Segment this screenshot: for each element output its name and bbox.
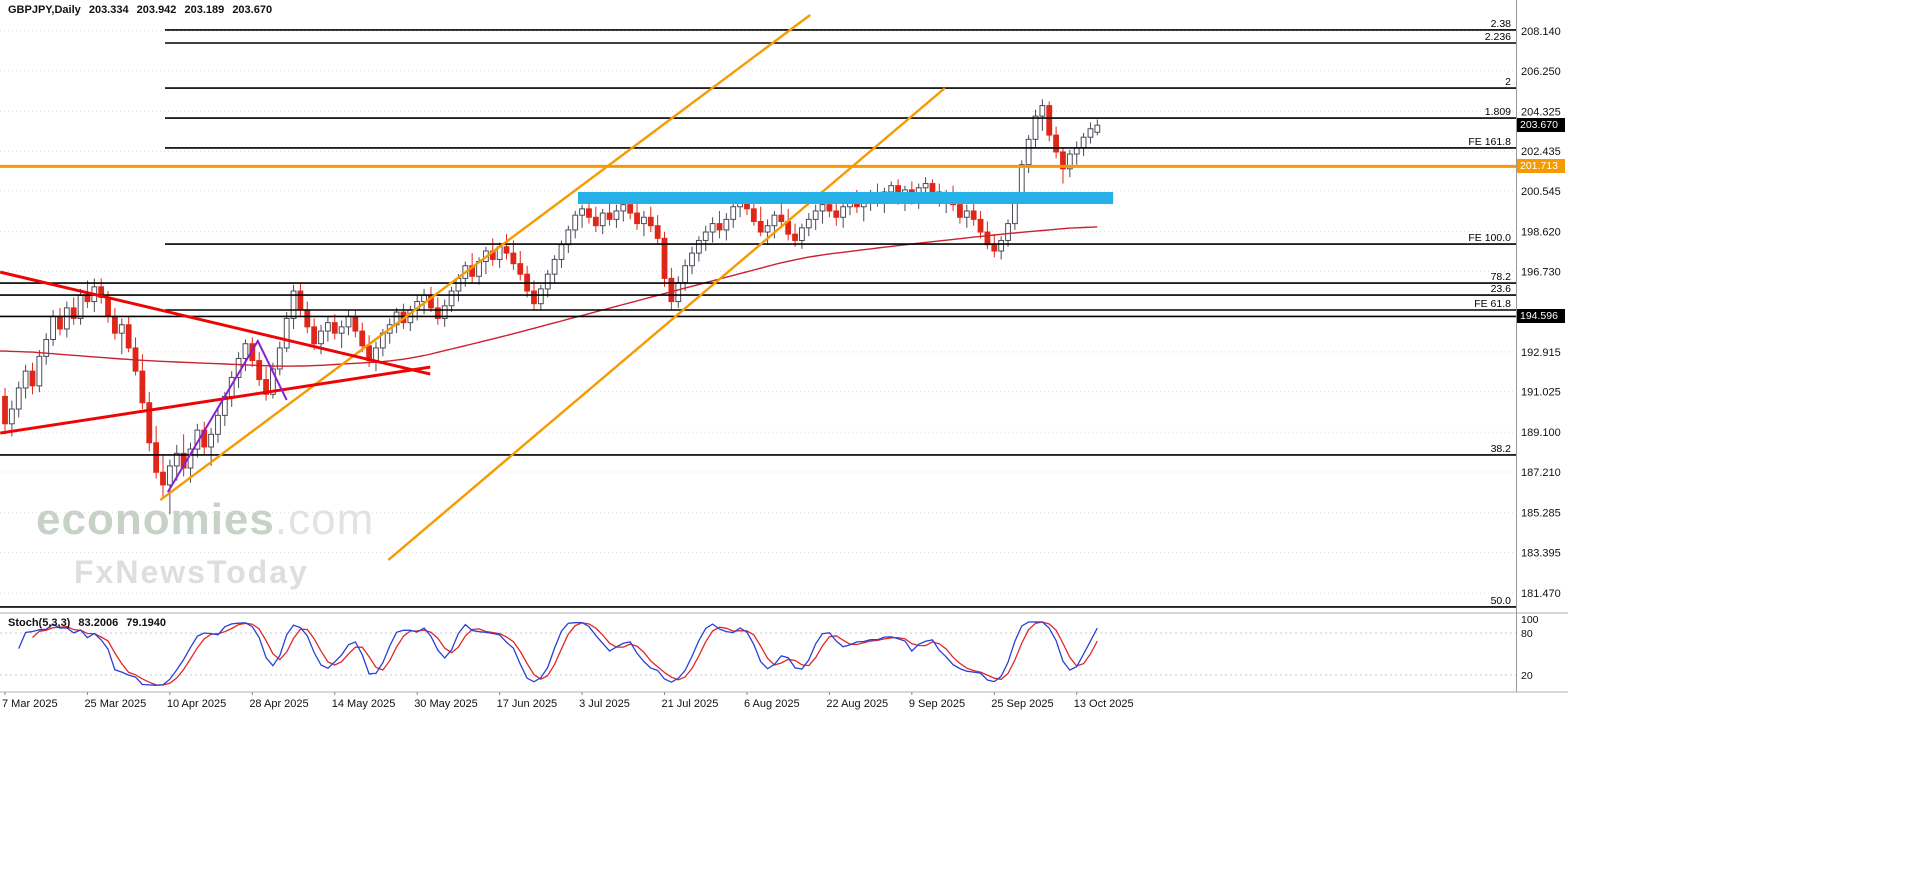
svg-text:204.325: 204.325 [1521,106,1561,118]
svg-text:10 Apr 2025: 10 Apr 2025 [167,698,226,710]
watermark-domain-suffix: .com [274,495,375,544]
svg-text:78.2: 78.2 [1491,271,1512,283]
svg-text:23.6: 23.6 [1491,283,1512,295]
svg-text:2.38: 2.38 [1491,18,1512,30]
close-value: 203.670 [232,4,273,16]
open-value: 203.334 [88,4,129,16]
svg-text:3 Jul 2025: 3 Jul 2025 [579,698,630,710]
svg-text:200.545: 200.545 [1521,186,1561,198]
watermark-fxnewstoday: FxNewsToday [74,554,309,590]
svg-text:2.236: 2.236 [1485,31,1511,43]
stoch-signal-line [32,621,1098,686]
svg-text:17 Jun 2025: 17 Jun 2025 [497,698,558,710]
svg-text:208.140: 208.140 [1521,26,1561,38]
high-value: 203.942 [136,4,177,16]
svg-text:183.395: 183.395 [1521,547,1561,559]
watermark-brand-text: economies [36,495,275,544]
svg-text:100: 100 [1521,614,1539,626]
price-grid [0,30,1516,594]
level-price-marker: 194.596 [1517,309,1565,323]
triangle-upper-line [0,270,431,376]
current-price-marker: 203.670 [1517,118,1565,132]
candles-layer [2,99,1101,515]
svg-text:206.250: 206.250 [1521,66,1561,78]
svg-text:2: 2 [1505,76,1511,88]
stoch-indicator-label: Stoch(5,3,3) 83.2006 79.1940 [8,617,166,629]
ascending-channel-line-2 [387,87,946,561]
svg-text:14 May 2025: 14 May 2025 [332,698,396,710]
stoch-main-value: 83.2006 [78,617,119,629]
svg-text:50.0: 50.0 [1491,595,1512,607]
svg-text:FE 100.0: FE 100.0 [1468,232,1511,244]
svg-text:187.210: 187.210 [1521,467,1561,479]
chart-symbol-title: GBPJPY,Daily 203.334 203.942 203.189 203… [8,4,272,16]
svg-text:FE 61.8: FE 61.8 [1474,298,1511,310]
svg-text:198.620: 198.620 [1521,227,1561,239]
svg-text:80: 80 [1521,628,1533,640]
svg-text:189.100: 189.100 [1521,427,1561,439]
svg-text:7 Mar 2025: 7 Mar 2025 [2,698,58,710]
svg-text:9 Sep 2025: 9 Sep 2025 [909,698,965,710]
svg-text:28 Apr 2025: 28 Apr 2025 [249,698,308,710]
svg-text:6 Aug 2025: 6 Aug 2025 [744,698,800,710]
moving-average-line [0,226,1098,367]
svg-text:21 Jul 2025: 21 Jul 2025 [662,698,719,710]
svg-text:25 Sep 2025: 25 Sep 2025 [991,698,1053,710]
stoch-signal-value: 79.1940 [126,617,167,629]
stoch-main-line [18,621,1098,686]
zigzag-line [166,338,288,493]
svg-text:22 Aug 2025: 22 Aug 2025 [826,698,888,710]
resistance-zone-rect [577,191,1114,205]
low-value: 203.189 [184,4,225,16]
svg-text:30 May 2025: 30 May 2025 [414,698,478,710]
watermark: economies.com FxNewsToday [36,498,374,590]
fib-level-lines: 2.382.236 2 1.809 FE 161.8 FE 100.0 78.223.6 F… [0,18,1516,608]
svg-text:38.2: 38.2 [1491,443,1512,455]
svg-text:191.025: 191.025 [1521,387,1561,399]
stochastic-panel: 100 80 20 [0,614,1539,686]
svg-text:20: 20 [1521,670,1533,682]
watermark-economies: economies.com [36,498,374,542]
svg-text:25 Mar 2025: 25 Mar 2025 [84,698,146,710]
price-axis-labels: 208.140 206.250 204.325 202.435 200.545 198.6… [1521,26,1561,600]
svg-text:185.285: 185.285 [1521,508,1561,520]
svg-text:13 Oct 2025: 13 Oct 2025 [1074,698,1134,710]
triangle-lower-line [0,365,431,435]
svg-text:202.435: 202.435 [1521,146,1561,158]
svg-text:196.730: 196.730 [1521,266,1561,278]
time-axis[interactable]: 7 Mar 2025 25 Mar 2025 10 Apr 2025 28 Apr 2… [2,692,1134,710]
svg-text:FE 161.8: FE 161.8 [1468,136,1511,148]
panel-frame [0,0,1568,693]
svg-text:1.809: 1.809 [1485,106,1511,118]
ascending-channel-line-1 [159,14,811,502]
trendlines-layer [0,14,946,561]
orange-line-price-marker: 201.713 [1517,159,1565,173]
svg-text:181.470: 181.470 [1521,588,1561,600]
stoch-name: Stoch(5,3,3) [8,617,71,629]
symbol-period-label: GBPJPY,Daily [8,4,81,16]
svg-text:192.915: 192.915 [1521,347,1561,359]
